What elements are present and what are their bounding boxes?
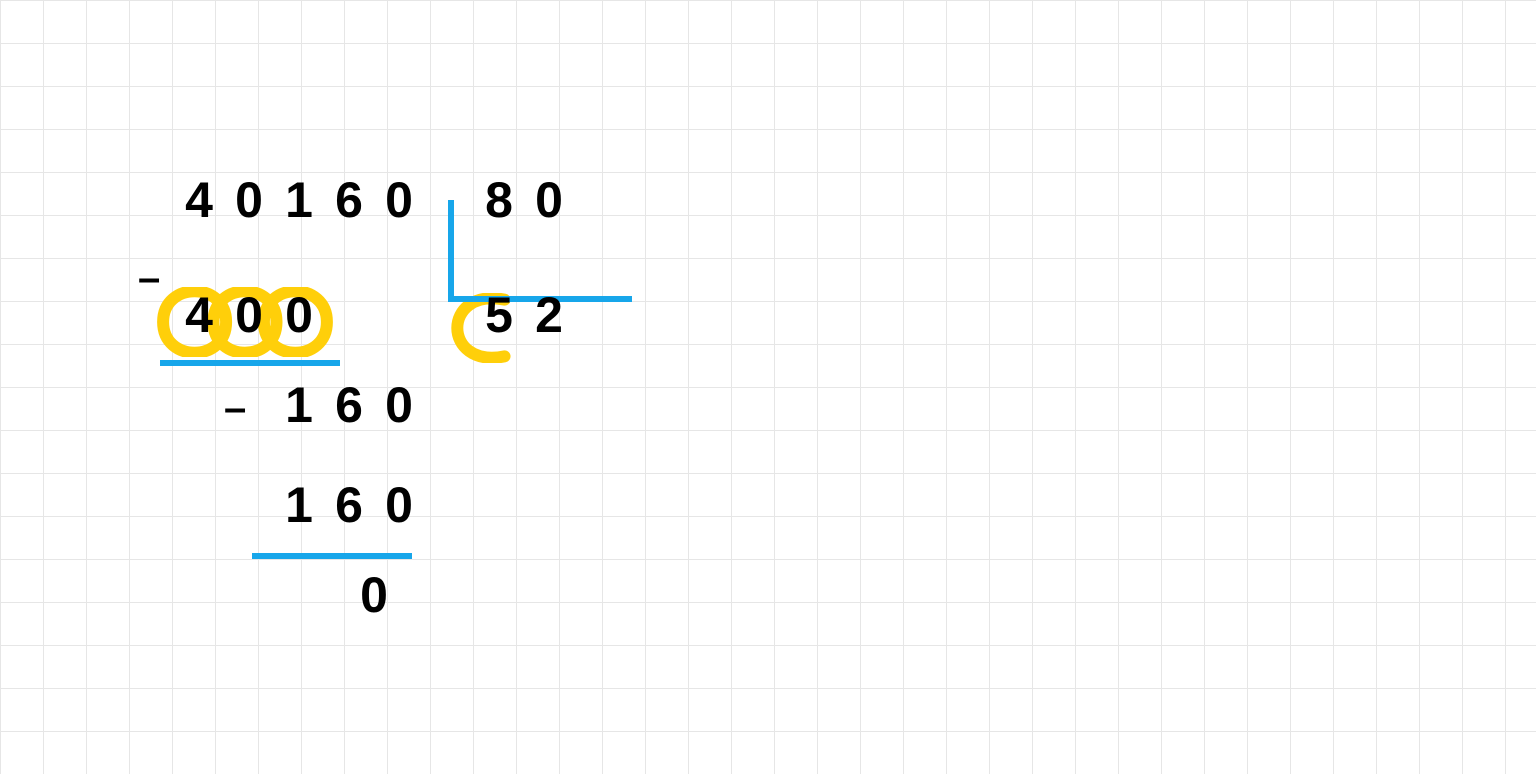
division-vertical-line	[448, 200, 454, 300]
step1-digit-2: 0	[275, 290, 325, 340]
step3-digit-1: 6	[325, 480, 375, 530]
line-under-400	[160, 360, 340, 366]
dividend-digit-1: 0	[225, 175, 275, 225]
step2-digit-2: 0	[375, 380, 425, 430]
dividend-digit-3: 6	[325, 175, 375, 225]
quotient-digit-0: 5	[475, 290, 525, 340]
step3-digit-2: 0	[375, 480, 425, 530]
divisor-digit-0: 8	[475, 175, 525, 225]
quotient-digit-1: 2	[525, 290, 575, 340]
dividend-digit-0: 4	[175, 175, 225, 225]
step3-digit-0: 1	[275, 480, 325, 530]
dividend-digit-2: 1	[275, 175, 325, 225]
minus-sign-2: –	[224, 388, 246, 428]
final-remainder-digit: 0	[350, 570, 400, 620]
divisor-digit-1: 0	[525, 175, 575, 225]
step2-digit-1: 6	[325, 380, 375, 430]
step1-digit-1: 0	[225, 290, 275, 340]
step2-digit-0: 1	[275, 380, 325, 430]
division-diagram: 401608052–400–1601600	[0, 0, 1536, 774]
line-under-160	[252, 553, 412, 559]
dividend-digit-4: 0	[375, 175, 425, 225]
minus-sign-1: –	[138, 258, 160, 298]
step1-digit-0: 4	[175, 290, 225, 340]
